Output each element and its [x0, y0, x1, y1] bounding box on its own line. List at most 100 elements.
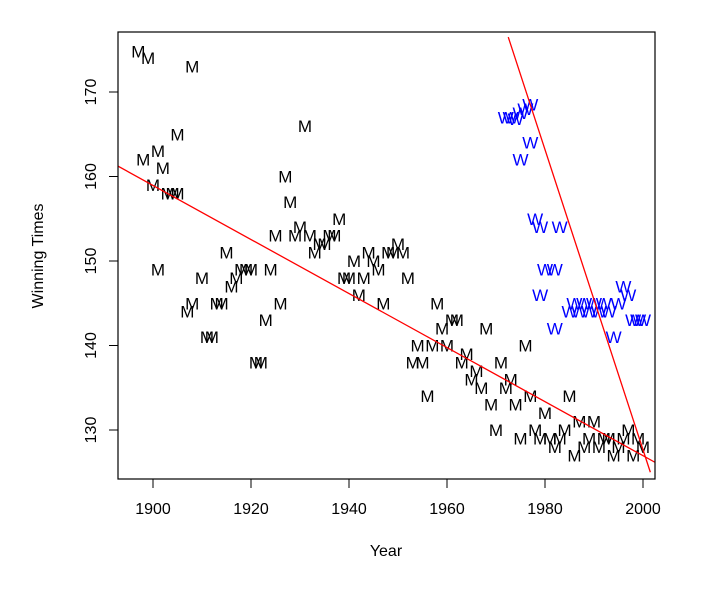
y-tick-label: 130 [83, 417, 100, 444]
men-point: M [420, 387, 434, 406]
men-point: M [268, 227, 282, 246]
women-point: W [635, 311, 651, 330]
y-tick-label: 170 [83, 79, 100, 106]
men-point: M [401, 269, 415, 288]
men-point: M [371, 260, 385, 279]
men-point: M [200, 328, 214, 347]
x-tick-label: 1980 [527, 501, 563, 518]
men-point: M [317, 235, 331, 254]
men-point: M [376, 294, 390, 313]
y-tick-label: 150 [83, 248, 100, 275]
men-point: M [528, 421, 542, 440]
women-point: W [517, 100, 533, 119]
men-point: M [151, 142, 165, 161]
men-point: M [205, 328, 219, 347]
men-point: M [337, 269, 351, 288]
men-point: M [479, 320, 493, 339]
men-point: M [278, 168, 292, 187]
men-point: M [180, 303, 194, 322]
x-tick-label: 1920 [233, 501, 269, 518]
men-point: M [607, 446, 621, 465]
men-point: M [210, 294, 224, 313]
y-tick-label: 160 [83, 163, 100, 190]
men-point: M [141, 49, 155, 68]
women-point: W [571, 303, 587, 322]
men-point: M [548, 438, 562, 457]
women-point: W [630, 311, 646, 330]
men-point: M [499, 379, 513, 398]
men-point: M [484, 396, 498, 415]
men-point: M [357, 269, 371, 288]
men-point: M [239, 260, 253, 279]
women-point: W [508, 110, 524, 129]
men-point: M [489, 421, 503, 440]
men-point: M [577, 438, 591, 457]
women-point: W [566, 294, 582, 313]
x-tick-label: 1900 [135, 501, 171, 518]
men-point: M [435, 320, 449, 339]
women-point: W [591, 303, 607, 322]
men-point: M [386, 244, 400, 263]
men-point: M [249, 353, 263, 372]
men-point: M [342, 269, 356, 288]
women-point: W [581, 303, 597, 322]
men-point: M [553, 429, 567, 448]
men-point: M [538, 404, 552, 423]
trend-line [118, 165, 655, 464]
men-point: M [611, 438, 625, 457]
men-point: M [464, 370, 478, 389]
men-point: M [229, 269, 243, 288]
men-point: M [131, 42, 145, 61]
women-point: W [625, 311, 641, 330]
men-point: M [513, 429, 527, 448]
men-point: M [494, 353, 508, 372]
women-point: W [512, 104, 528, 123]
men-point: M [224, 277, 238, 296]
men-point: M [391, 235, 405, 254]
men-point: M [406, 353, 420, 372]
men-point: M [533, 429, 547, 448]
fit-lines [118, 36, 655, 473]
women-point: W [601, 303, 617, 322]
women-point: W [503, 108, 519, 127]
men-point: M [430, 294, 444, 313]
men-point: M [366, 252, 380, 271]
men-point: M [469, 362, 483, 381]
men-point: M [308, 244, 322, 263]
men-point: M [303, 227, 317, 246]
men-point: M [567, 446, 581, 465]
women-point: W [537, 260, 553, 279]
men-point: M [254, 353, 268, 372]
plot-frame [117, 31, 656, 480]
men-point: M [621, 421, 635, 440]
men-point: M [582, 429, 596, 448]
men-point: M [151, 260, 165, 279]
x-tick-label: 1960 [429, 501, 465, 518]
men-point: M [332, 210, 346, 229]
men-point: M [445, 311, 459, 330]
x-tick-label: 1940 [331, 501, 367, 518]
women-point: W [620, 286, 636, 305]
men-point: M [597, 429, 611, 448]
men-point: M [616, 429, 630, 448]
men-point: M [415, 353, 429, 372]
men-point: M [440, 337, 454, 356]
men-point: M [474, 379, 488, 398]
men-point: M [219, 244, 233, 263]
men-point: M [195, 269, 209, 288]
women-point: W [596, 294, 612, 313]
y-tick-label: 140 [83, 332, 100, 359]
men-point: M [259, 311, 273, 330]
men-point: M [543, 429, 557, 448]
men-point: M [558, 421, 572, 440]
men-point: M [288, 227, 302, 246]
women-point: W [498, 108, 514, 127]
men-point: M [411, 337, 425, 356]
men-point: M [450, 311, 464, 330]
y-axis: 130 140 150 160 170 [83, 79, 118, 444]
women-point: W [532, 286, 548, 305]
men-point: M [592, 438, 606, 457]
